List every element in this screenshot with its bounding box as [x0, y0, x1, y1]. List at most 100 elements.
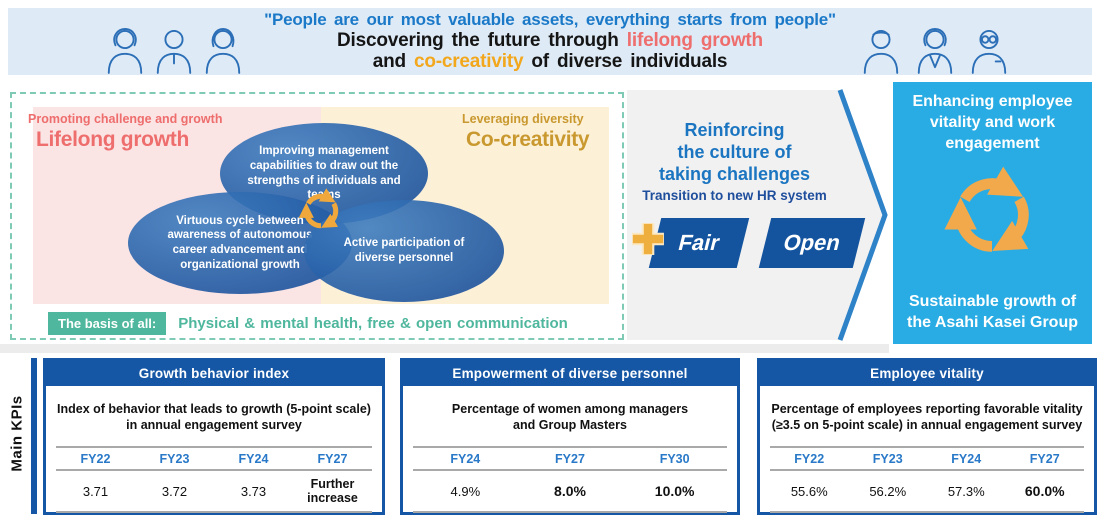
year-cell: FY27: [317, 451, 348, 466]
kpi-table-title: Employee vitality: [760, 361, 1094, 386]
kpi-table-diverse-personnel: Empowerment of diverse personnel Percent…: [400, 358, 740, 515]
strategy-panel: Promoting challenge and growth Lifelong …: [10, 92, 624, 340]
kpi-year-row: FY22 FY23 FY24 FY27: [770, 448, 1084, 469]
co-creativity-highlight: co-creativity: [413, 51, 524, 72]
kpi-value-row: 3.71 3.72 3.73 Further increase: [56, 471, 372, 511]
value-cell: 3.71: [82, 483, 109, 499]
arrow-shape: [627, 89, 888, 341]
basis-text: Physical & mental health, free & open co…: [178, 315, 568, 332]
venn-ellipse-diverse-text: Active participation of diverse personne…: [343, 237, 465, 264]
kpi-table-title: Empowerment of diverse personnel: [403, 361, 737, 386]
kpi-divider-bar: [31, 358, 37, 514]
banner-line2: Discovering the future through lifelong …: [8, 30, 1092, 51]
person-icon: [917, 28, 953, 74]
banner-quote: "People are our most valuable assets, ev…: [264, 10, 836, 29]
people-group-right: [860, 24, 1010, 76]
basis-row: The basis of all: Physical & mental heal…: [48, 312, 568, 335]
kpi-year-row: FY24 FY27 FY30: [413, 448, 727, 469]
year-cell: FY23: [159, 451, 190, 466]
divider: [413, 446, 727, 448]
fair-label: Fair: [675, 230, 723, 255]
divider: [56, 469, 372, 471]
section-divider: [0, 344, 889, 353]
divider: [413, 469, 727, 471]
hr-system-subtitle: Transition to new HR system: [642, 187, 827, 203]
main-kpis-label: Main KPIs: [8, 395, 26, 472]
venn-ellipse-career-text: Virtuous cycle between awareness of auto…: [167, 214, 313, 271]
kpi-year-row: FY22 FY23 FY24 FY27: [56, 448, 372, 469]
challenge-culture-title: Reinforcing the culture of taking challe…: [627, 120, 842, 186]
co-creativity-label: Leveraging diversity Co-creativity: [462, 112, 590, 152]
year-cell: FY30: [659, 451, 690, 466]
person-icon-glasses: [971, 29, 1007, 74]
plus-icon: [632, 223, 664, 255]
year-cell: FY24: [450, 451, 481, 466]
fair-open-group: Fair Open: [627, 218, 866, 270]
challenge-culture-content: Reinforcing the culture of taking challe…: [627, 88, 842, 203]
year-cell: FY24: [951, 451, 982, 466]
divider: [770, 511, 1084, 513]
kpi-table-employee-vitality: Employee vitality Percentage of employee…: [757, 358, 1097, 515]
banner-title: "People are our most valuable assets, ev…: [8, 10, 1092, 72]
person-icon: [107, 28, 143, 74]
cycle-arrows-icon: [944, 166, 1029, 252]
outcome-bottom-text: Sustainable growth of the Asahi Kasei Gr…: [907, 293, 1078, 332]
year-cell: FY24: [238, 451, 269, 466]
year-cell: FY27: [555, 451, 585, 466]
person-icon: [156, 29, 192, 74]
kpi-value-row: 55.6% 56.2% 57.3% 60.0%: [770, 471, 1084, 511]
value-cell: Further increase: [307, 476, 358, 505]
outcome-top-text: Enhancing employee vitality and work eng…: [912, 93, 1073, 152]
person-icon: [863, 29, 899, 74]
banner-line3: and co-creativity of diverse individuals: [8, 51, 1092, 72]
value-cell: 55.6%: [790, 483, 828, 499]
person-icon: [205, 28, 241, 74]
banner-line2-text: Discovering the future through: [337, 30, 627, 51]
year-cell: FY22: [80, 451, 111, 466]
value-cell: 8.0%: [554, 483, 586, 499]
year-cell: FY22: [794, 451, 825, 466]
banner-line3-text: and: [372, 51, 414, 72]
value-cell: 10.0%: [654, 483, 695, 499]
cycle-arrows-icon: [298, 188, 339, 229]
value-cell: 3.72: [161, 483, 188, 499]
title-line2: the culture of: [677, 141, 792, 162]
lifelong-growth-title: Lifelong growth: [36, 128, 189, 151]
kpi-table-body: Index of behavior that leads to growth (…: [46, 386, 382, 513]
value-cell: 60.0%: [1024, 483, 1065, 499]
value-cell: 4.9%: [450, 483, 481, 499]
year-cell: FY27: [1029, 451, 1060, 466]
title-line3: taking challenges: [658, 163, 811, 184]
lifelong-growth-highlight: lifelong growth: [626, 30, 763, 51]
leveraging-diversity-text: Leveraging diversity: [462, 112, 584, 126]
basis-label-chip: The basis of all:: [48, 312, 167, 335]
kpi-table-body: Percentage of women among managers and G…: [403, 386, 737, 513]
lifelong-growth-label: Promoting challenge and growth Lifelong …: [28, 112, 222, 152]
co-creativity-title: Co-creativity: [466, 128, 590, 151]
value-cell: 57.3%: [947, 483, 985, 499]
divider: [770, 446, 1084, 448]
banner-line3-suffix: of diverse individuals: [523, 51, 728, 72]
open-badge: Open: [758, 218, 866, 268]
value-cell: 3.73: [240, 483, 267, 499]
kpi-description: Percentage of women among managers and G…: [451, 402, 689, 432]
promoting-challenge-text: Promoting challenge and growth: [28, 112, 223, 126]
banner: "People are our most valuable assets, ev…: [8, 8, 1092, 75]
divider: [770, 469, 1084, 471]
open-label: Open: [780, 230, 844, 255]
outcome-box: Enhancing employee vitality and work eng…: [893, 82, 1092, 344]
value-cell: 56.2%: [869, 483, 907, 499]
kpi-description: Index of behavior that leads to growth (…: [57, 402, 371, 432]
divider: [56, 446, 372, 448]
challenge-culture-arrow: Reinforcing the culture of taking challe…: [627, 88, 889, 342]
people-group-left: [104, 24, 244, 76]
kpi-table-title: Growth behavior index: [46, 361, 382, 386]
kpi-table-body: Percentage of employees reporting favora…: [760, 386, 1094, 513]
kpi-value-row: 4.9% 8.0% 10.0%: [413, 471, 727, 511]
divider: [56, 511, 372, 513]
title-line1: Reinforcing: [684, 120, 785, 140]
year-cell: FY23: [872, 451, 903, 466]
divider: [413, 511, 727, 513]
kpi-table-growth-behavior: Growth behavior index Index of behavior …: [43, 358, 385, 515]
